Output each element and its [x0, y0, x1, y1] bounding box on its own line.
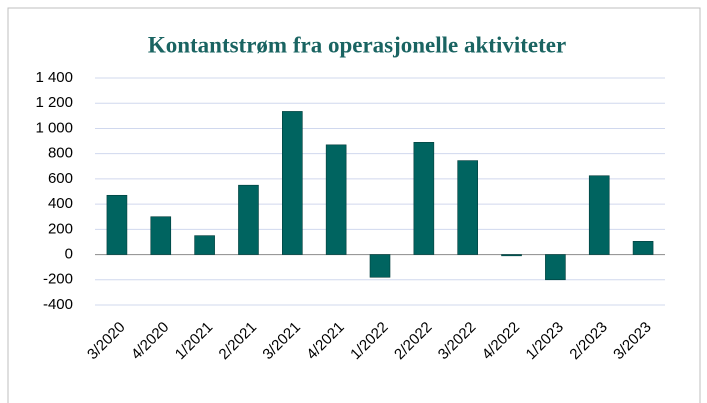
bar [369, 254, 391, 278]
y-tick-label: -200 [43, 271, 73, 288]
bar [325, 144, 347, 255]
y-tick-label: 1 200 [35, 94, 73, 111]
y-tick-label: -400 [43, 296, 73, 313]
y-tick-label: 200 [48, 220, 73, 237]
y-tick-label: 1 400 [35, 69, 73, 86]
chart-title: Kontantstrøm fra operasjonelle aktivitet… [148, 32, 566, 57]
y-tick-label: 800 [48, 145, 73, 162]
bar [457, 160, 478, 255]
bar [282, 111, 303, 255]
y-tick-label: 0 [65, 246, 73, 263]
y-tick-label: 400 [48, 195, 73, 212]
bar [413, 142, 435, 255]
bar [238, 184, 259, 255]
y-tick-label: 1 000 [35, 119, 73, 136]
y-tick-label: 600 [48, 170, 73, 187]
bar [632, 241, 654, 255]
bar [194, 235, 215, 255]
bar [106, 194, 128, 255]
bar [588, 175, 610, 255]
bar [150, 216, 172, 255]
bar [501, 254, 522, 257]
bar [545, 254, 566, 281]
